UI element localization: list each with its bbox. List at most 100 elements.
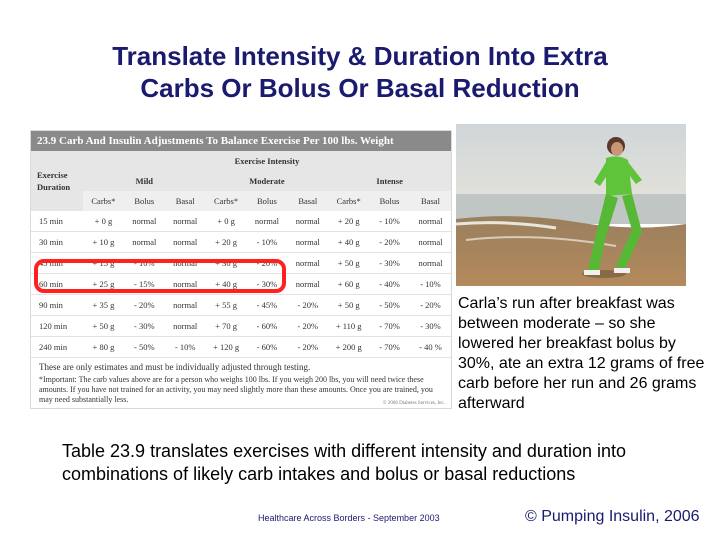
table-cell: - 60% (246, 336, 288, 358)
duration-cell: 45 min (31, 252, 83, 274)
table-cell: + 40 g (328, 231, 370, 253)
note-important: *Important: The carb values above are fo… (39, 375, 433, 404)
table-cell: + 30 g (205, 252, 247, 274)
table-row: 30 min + 10 g normal normal + 20 g- 10% norma… (31, 231, 451, 253)
table-cell: + 20 g (328, 211, 370, 232)
footer-conference: Healthcare Across Borders - September 20… (258, 513, 440, 523)
table-cell: + 120 g (205, 336, 247, 358)
column-subheader: Bolus (369, 191, 410, 211)
adjustment-table-figure: 23.9 Carb And Insulin Adjustments To Bal… (30, 130, 452, 409)
table-cell: normal (246, 211, 288, 232)
row-highlight-oval (34, 259, 286, 293)
table-cell: normal (287, 231, 329, 253)
duration-cell: 240 min (31, 336, 83, 358)
title-line-2: Carbs Or Bolus Or Basal Reduction (140, 73, 580, 103)
table-row: 240 min + 80 g- 50% - 10% + 120 g- 60% - 20%… (31, 336, 451, 358)
table-cell: - 10% (123, 252, 165, 274)
carla-caption: Carla’s run after breakfast was between … (458, 295, 705, 412)
table-cell: normal (164, 231, 206, 253)
table-cell: - 10% (246, 231, 288, 253)
table-cell: + 15 g (83, 252, 124, 274)
table-cell: + 200 g (328, 336, 370, 358)
table-cell: normal (287, 211, 329, 232)
table-cell: + 80 g (83, 336, 124, 358)
table-cell: + 35 g (83, 294, 124, 316)
table-title: 23.9 Carb And Insulin Adjustments To Bal… (31, 131, 451, 151)
column-subheader: Carbs* (328, 191, 370, 211)
table-cell: + 50 g (328, 294, 370, 316)
column-subheader: Bolus (246, 191, 288, 211)
table-cell: + 20 g (205, 231, 247, 253)
column-subheader: Carbs* (205, 191, 247, 211)
table-cell: - 70% (369, 315, 410, 337)
title-line-1: Translate Intensity & Duration Into Extr… (112, 41, 608, 71)
table-cell: normal (410, 211, 451, 232)
runner-photo (456, 124, 686, 286)
table-cell: - 50% (369, 294, 410, 316)
table-cell: - 10% (369, 211, 410, 232)
table-cell: normal (123, 211, 165, 232)
table-cell: + 110 g (328, 315, 370, 337)
table-cell: - 40% (369, 273, 410, 295)
table-cell: - 60% (246, 315, 288, 337)
table-cell: - 10% (410, 273, 451, 295)
column-subheader: Basal (164, 191, 206, 211)
table-cell: + 50 g (328, 252, 370, 274)
table-cell: - 20% (410, 294, 451, 316)
column-subheader: Basal (287, 191, 329, 211)
table-cell: normal (287, 252, 329, 274)
duration-cell: 90 min (31, 294, 83, 316)
table-cell: - 10% (164, 336, 206, 358)
table-row: 45 min + 15 g- 10% normal + 30 g- 20% normal… (31, 252, 451, 274)
table-cell: normal (164, 252, 206, 274)
exercise-duration-header: Exercise Duration (31, 151, 83, 211)
table-cell: - 40 % (410, 336, 451, 358)
table-cell: - 20% (369, 231, 410, 253)
table-cell: normal (164, 211, 206, 232)
column-subheader: Basal (410, 191, 451, 211)
duration-cell: 120 min (31, 315, 83, 337)
table-cell: normal (123, 231, 165, 253)
intensity-level-mild: Mild (83, 171, 206, 191)
intensity-level-intense: Intense (328, 171, 451, 191)
table-cell: normal (410, 231, 451, 253)
duration-cell: 30 min (31, 231, 83, 253)
table-cell: - 20% (287, 294, 329, 316)
column-subheader: Bolus (123, 191, 165, 211)
table-row: 15 min + 0 g normal normal + 0 g normal normal… (31, 211, 451, 232)
table-cell: + 0 g (205, 211, 247, 232)
table-cell: - 45% (246, 294, 288, 316)
runner-on-beach-image (456, 124, 686, 286)
table-description: Table 23.9 translates exercises with dif… (62, 441, 626, 484)
footer-copyright: © Pumping Insulin, 2006 (525, 508, 700, 525)
table-cell: normal (410, 252, 451, 274)
table-cell: normal (164, 315, 206, 337)
exercise-intensity-header: Exercise Intensity (83, 151, 451, 171)
table-row: 120 min + 50 g- 30% normal + 70 g- 60% - 20%… (31, 315, 451, 337)
table-row: 90 min + 35 g- 20% normal + 55 g- 45% - 20% +… (31, 294, 451, 316)
table-copyright: © 2006 Diabetes Services, Inc. (382, 401, 445, 406)
table-cell: normal (287, 273, 329, 295)
table-cell: - 50% (123, 336, 165, 358)
table-cell: normal (164, 294, 206, 316)
column-subheader: Carbs* (83, 191, 124, 211)
table-cell: + 0 g (83, 211, 124, 232)
table-cell: + 10 g (83, 231, 124, 253)
table-cell: - 30% (369, 252, 410, 274)
table-cell: - 20% (287, 336, 329, 358)
adjustment-table: Exercise Duration Exercise Intensity Mil… (31, 151, 451, 358)
table-cell: - 30% (123, 315, 165, 337)
duration-cell: 15 min (31, 211, 83, 232)
table-cell: - 20% (123, 294, 165, 316)
note-estimates: These are only estimates and must be ind… (39, 362, 311, 372)
table-cell: + 55 g (205, 294, 247, 316)
table-notes: These are only estimates and must be ind… (31, 358, 451, 405)
table-cell: + 70 g (205, 315, 247, 337)
table-cell: - 20% (287, 315, 329, 337)
intensity-level-moderate: Moderate (205, 171, 329, 191)
table-cell: + 60 g (328, 273, 370, 295)
table-cell: + 50 g (83, 315, 124, 337)
slide-title: Translate Intensity & Duration Into Extr… (40, 40, 680, 104)
table-cell: - 30% (410, 315, 451, 337)
table-cell: - 70% (369, 336, 410, 358)
